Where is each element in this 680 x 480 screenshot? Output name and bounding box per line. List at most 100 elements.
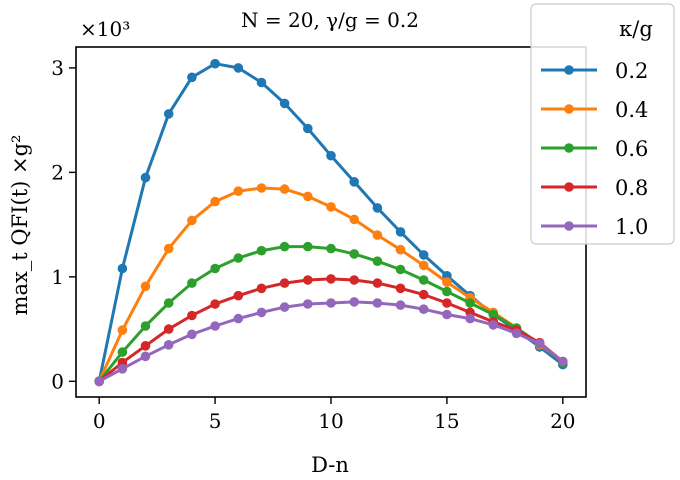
legend-marker-kappa-0.6 [564, 143, 574, 153]
data-point [303, 299, 313, 309]
data-point [349, 214, 360, 225]
legend-marker-kappa-0.2 [564, 65, 574, 75]
data-point [279, 184, 290, 194]
legend-marker-kappa-0.4 [564, 104, 574, 114]
data-point [349, 297, 360, 307]
x-axis-label: D-n [311, 453, 349, 477]
data-point [326, 202, 336, 212]
x-tick-label: 0 [93, 409, 106, 433]
y-tick-label: 1 [51, 265, 64, 289]
axes-frame [75, 46, 587, 398]
data-point [210, 58, 220, 69]
data-point [465, 313, 475, 324]
data-point [279, 278, 290, 288]
data-point [442, 286, 452, 297]
x-tick-label: 15 [434, 409, 459, 433]
data-point [372, 203, 383, 213]
legend-title: κ/g [619, 17, 653, 41]
data-point [418, 304, 429, 315]
data-point [233, 290, 244, 301]
legend-label-kappa-0.8: 0.8 [615, 176, 648, 200]
y-tick-label: 0 [51, 369, 64, 393]
data-point [233, 63, 244, 73]
data-point [418, 250, 429, 260]
legend-label-kappa-0.2: 0.2 [615, 59, 648, 83]
data-point [187, 72, 197, 83]
data-point [418, 260, 429, 271]
data-point [140, 281, 151, 292]
legend-label-kappa-0.6: 0.6 [615, 137, 648, 161]
data-point [488, 309, 499, 320]
data-point [233, 313, 244, 324]
data-point [442, 309, 452, 320]
legend: κ/g 0.2 0.4 0.6 0.8 1.0 [530, 3, 675, 245]
legend-label-kappa-1.0: 1.0 [615, 215, 648, 239]
chart-title: N = 20, γ/g = 0.2 [241, 8, 419, 32]
data-point [117, 325, 128, 335]
legend-marker-kappa-0.8 [564, 182, 574, 192]
data-point [140, 351, 151, 362]
data-point [372, 278, 383, 288]
data-point [256, 183, 267, 193]
data-point [210, 321, 220, 331]
data-point [326, 243, 336, 254]
data-point [256, 307, 267, 318]
data-point [303, 241, 313, 252]
data-point [349, 275, 360, 285]
data-point [117, 364, 128, 374]
data-point [303, 123, 313, 134]
data-point [256, 77, 267, 88]
y-tick-label: 2 [51, 160, 64, 184]
axes: 0 5 10 15 20 0 1 2 3 [51, 46, 587, 433]
data-point [187, 329, 197, 340]
legend-label-kappa-0.4: 0.4 [615, 98, 648, 122]
data-point [326, 150, 336, 161]
data-point [140, 341, 151, 351]
data-point [395, 283, 406, 294]
data-point [395, 227, 406, 237]
x-tick-label: 10 [318, 409, 343, 433]
y-axis-multiplier: ×10³ [80, 17, 130, 41]
series-line-kappa-0.4 [97, 186, 565, 383]
plot-area [94, 58, 568, 387]
data-point [163, 340, 174, 350]
data-point [163, 243, 174, 254]
data-point [418, 289, 429, 300]
data-point [163, 109, 174, 119]
data-point [303, 275, 313, 285]
data-point [349, 177, 360, 187]
data-point [187, 278, 197, 288]
data-point [372, 298, 383, 308]
data-point [94, 376, 104, 387]
data-point [442, 298, 452, 308]
data-point [279, 241, 290, 252]
data-point [117, 347, 128, 357]
data-point [256, 283, 267, 294]
data-point [349, 249, 360, 259]
data-point [442, 277, 452, 287]
data-point [372, 256, 383, 267]
data-point [233, 186, 244, 196]
x-tick-label: 5 [209, 409, 222, 433]
data-point [511, 328, 522, 339]
data-point [558, 356, 568, 367]
data-point [233, 253, 244, 263]
data-point [256, 245, 267, 256]
data-point [163, 324, 174, 334]
y-axis-label: max_t QFI(t) ×g² [8, 135, 32, 316]
data-point [465, 298, 475, 308]
data-point [210, 196, 220, 207]
data-point [326, 298, 336, 308]
data-point [395, 264, 406, 275]
data-point [279, 302, 290, 312]
data-point [140, 321, 151, 331]
data-point [395, 300, 406, 310]
data-point [163, 298, 174, 308]
data-point [279, 98, 290, 109]
data-point [418, 275, 429, 285]
legend-marker-kappa-1.0 [564, 221, 574, 231]
x-tick-label: 20 [550, 409, 575, 433]
data-point [187, 310, 197, 321]
data-point [326, 274, 336, 284]
